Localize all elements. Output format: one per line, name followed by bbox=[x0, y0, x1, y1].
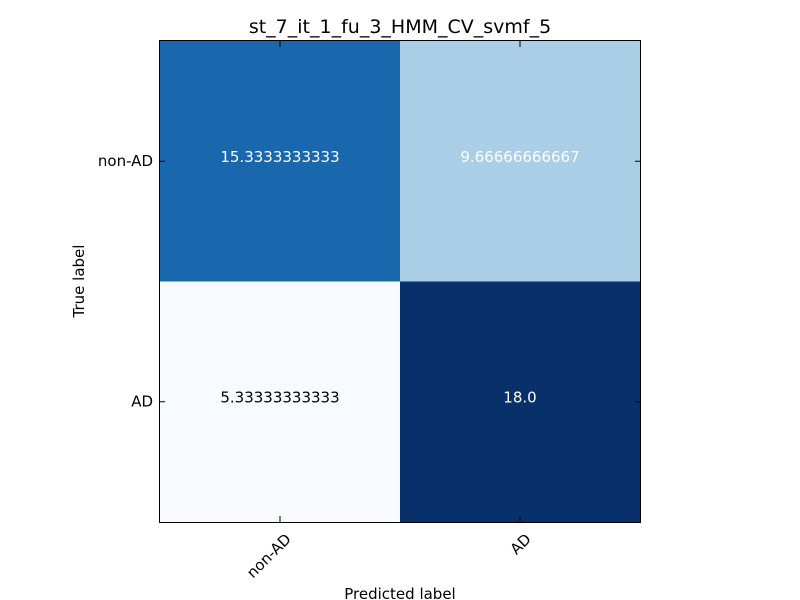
chart-title: st_7_it_1_fu_3_HMM_CV_svmf_5 bbox=[249, 16, 551, 38]
x-tick-label: non-AD bbox=[243, 530, 295, 582]
heatmap-value-label: 9.66666666667 bbox=[460, 148, 579, 166]
x-tick-label: AD bbox=[507, 530, 535, 558]
y-tick-label: AD bbox=[131, 392, 153, 410]
heatmap-cell bbox=[400, 41, 640, 282]
x-axis-label: Predicted label bbox=[344, 585, 455, 600]
heatmap-cells bbox=[160, 41, 640, 522]
axis-ticks bbox=[159, 41, 641, 522]
y-axis-label: True label bbox=[70, 245, 88, 319]
heatmap-cell bbox=[160, 281, 400, 522]
heatmap-cell bbox=[400, 281, 640, 522]
heatmap-value-label: 15.3333333333 bbox=[220, 148, 339, 166]
heatmap-cell bbox=[160, 41, 400, 282]
heatmap-value-labels: 15.3333333333 9.66666666667 5.33333333333 1… bbox=[220, 148, 579, 407]
y-tick-label: non-AD bbox=[98, 152, 153, 170]
heatmap-value-label: 5.33333333333 bbox=[220, 388, 339, 406]
plot-frame bbox=[159, 40, 641, 523]
heatmap-value-label: 18.0 bbox=[503, 388, 536, 406]
